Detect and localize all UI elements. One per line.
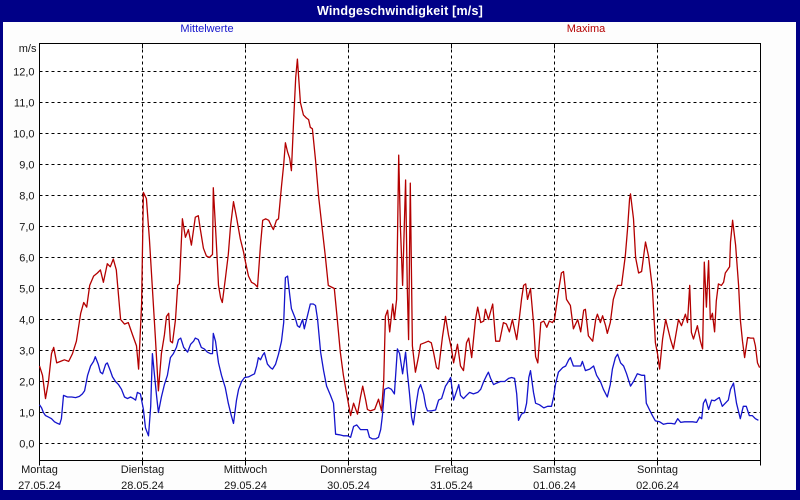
day-label: Samstag — [533, 464, 576, 476]
y-tick-label: 7,0 — [19, 222, 34, 234]
date-label: 31.05.24 — [430, 480, 473, 492]
date-label: 30.05.24 — [327, 480, 370, 492]
date-label: 29.05.24 — [224, 480, 267, 492]
window-border-right — [796, 22, 800, 500]
y-tick-label: 4,0 — [19, 315, 34, 327]
y-tick-label: 10,0 — [13, 129, 34, 141]
y-tick-label: 3,0 — [19, 346, 34, 358]
y-tick-label: 9,0 — [19, 160, 34, 172]
mean-line — [38, 275, 759, 440]
y-tick-label: 12,0 — [13, 67, 34, 79]
max-line — [38, 58, 761, 417]
day-label: Mittwoch — [224, 464, 267, 476]
day-label: Dienstag — [121, 464, 164, 476]
y-tick-label: 5,0 — [19, 284, 34, 296]
y-tick-label: 0,0 — [19, 439, 34, 451]
y-tick-label: 6,0 — [19, 253, 34, 265]
window-border-bottom — [0, 490, 800, 500]
legend-mittelwerte: Mittelwerte — [180, 23, 234, 35]
y-tick-label: 8,0 — [19, 191, 34, 203]
y-tick-label: 2,0 — [19, 377, 34, 389]
y-tick-label: 11,0 — [14, 98, 35, 110]
date-label: 28.05.24 — [121, 480, 164, 492]
date-label: 02.06.24 — [636, 480, 679, 492]
day-label: Donnerstag — [320, 464, 377, 476]
plot-border — [39, 43, 761, 461]
date-label: 01.06.24 — [533, 480, 576, 492]
y-axis-unit-label: m/s — [19, 43, 37, 55]
day-label: Freitag — [434, 464, 468, 476]
title-bar: Windgeschwindigkeit [m/s] — [0, 0, 800, 22]
y-tick-label: 1,0 — [19, 408, 34, 420]
date-label: 27.05.24 — [18, 480, 61, 492]
window-title: Windgeschwindigkeit [m/s] — [316, 4, 483, 18]
window-border-left — [0, 22, 3, 500]
day-label: Montag — [21, 464, 58, 476]
legend-maxima: Maxima — [566, 23, 606, 35]
day-label: Sonntag — [637, 464, 678, 476]
